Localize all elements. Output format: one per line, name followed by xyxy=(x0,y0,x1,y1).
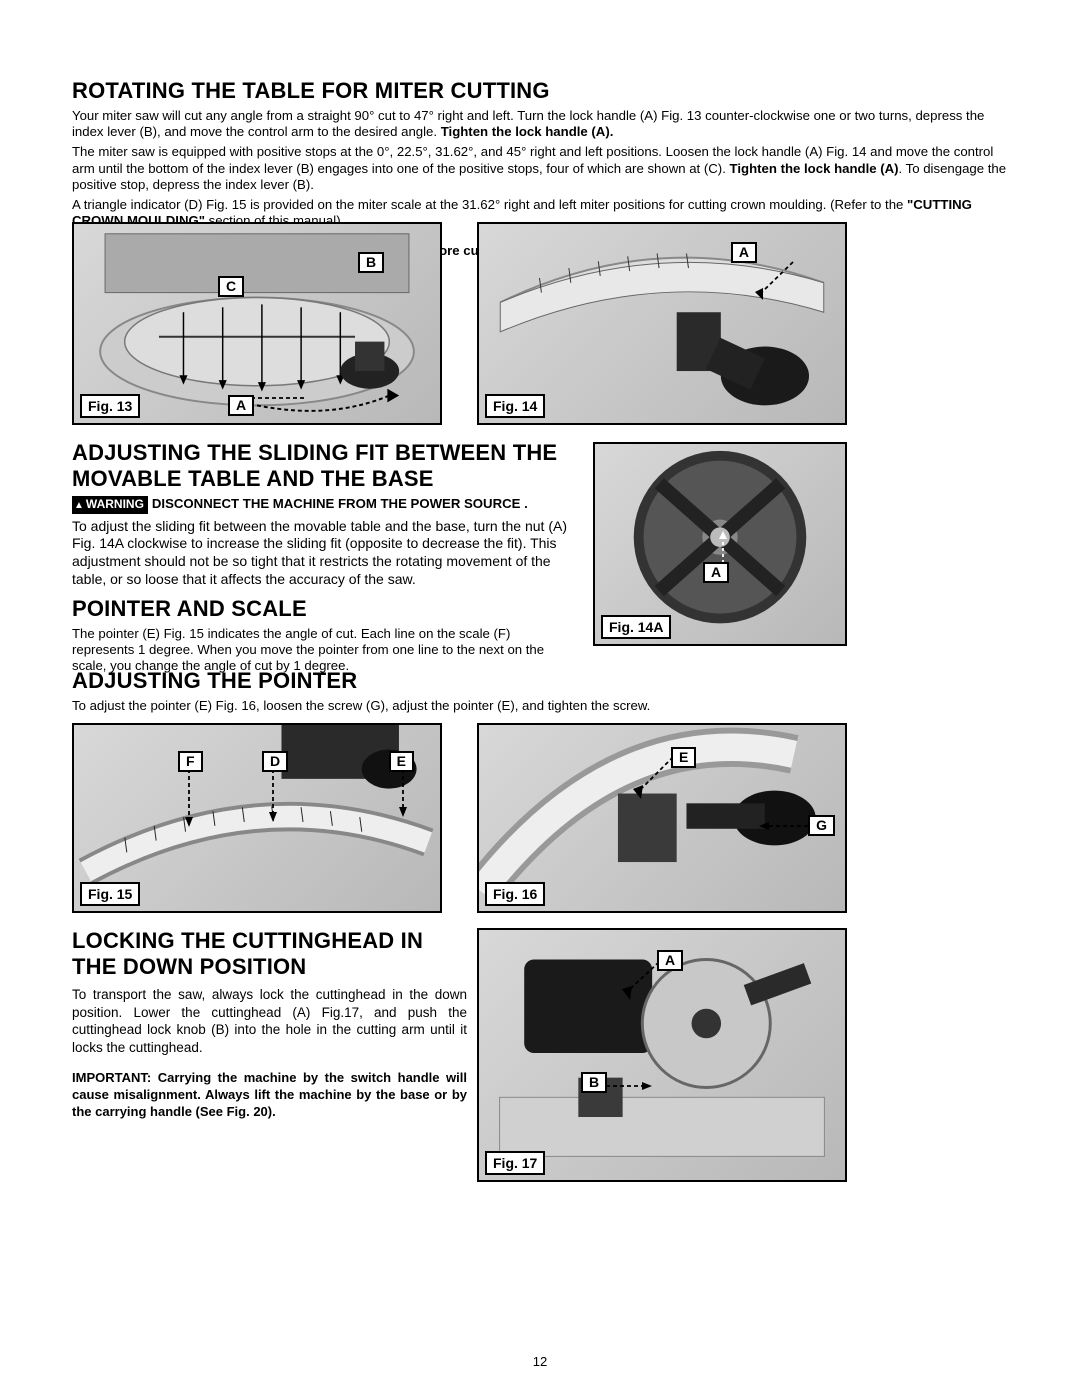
callout-c: C xyxy=(218,276,244,297)
warning-text: DISCONNECT THE MACHINE FROM THE POWER SO… xyxy=(152,496,528,511)
text-bold: Tighten the lock handle (A) xyxy=(730,161,899,176)
warning-icon: WARNING xyxy=(72,496,148,514)
para: The miter saw is equipped with positive … xyxy=(72,144,1008,193)
para: To adjust the sliding fit between the mo… xyxy=(72,518,572,590)
figure-label: Fig. 16 xyxy=(485,882,545,906)
figure-13: Fig. 13 A B C xyxy=(72,222,442,425)
page-number: 12 xyxy=(0,1354,1080,1369)
callout-b: B xyxy=(358,252,384,273)
callout-e: E xyxy=(389,751,414,772)
section-locking-cuttinghead: LOCKING THE CUTTINGHEAD IN THE DOWN POSI… xyxy=(72,928,467,1134)
manual-page: ROTATING THE TABLE FOR MITER CUTTING You… xyxy=(0,0,1080,1397)
figure-15: Fig. 15 F D E xyxy=(72,723,442,913)
figure-label: Fig. 13 xyxy=(80,394,140,418)
callout-a: A xyxy=(657,950,683,971)
para: To adjust the pointer (E) Fig. 16, loose… xyxy=(72,698,842,714)
heading-adjusting-pointer: ADJUSTING THE POINTER xyxy=(72,668,842,694)
heading-line2: THE DOWN POSITION xyxy=(72,954,467,980)
section-pointer-scale: POINTER AND SCALE The pointer (E) Fig. 1… xyxy=(72,596,572,679)
figure-17: Fig. 17 A B xyxy=(477,928,847,1182)
figure-label: Fig. 14A xyxy=(601,615,671,639)
callout-a: A xyxy=(703,562,729,583)
heading-pointer-scale: POINTER AND SCALE xyxy=(72,596,572,622)
callout-a: A xyxy=(731,242,757,263)
callout-a: A xyxy=(228,395,254,416)
text: A triangle indicator (D) Fig. 15 is prov… xyxy=(72,197,907,212)
callout-e: E xyxy=(671,747,696,768)
callout-b: B xyxy=(581,1072,607,1093)
figure-label: Fig. 17 xyxy=(485,1151,545,1175)
section-adjusting-pointer: ADJUSTING THE POINTER To adjust the poin… xyxy=(72,668,842,718)
heading-line2: MOVABLE TABLE AND THE BASE xyxy=(72,466,572,492)
callout-f: F xyxy=(178,751,203,772)
heading-line1: LOCKING THE CUTTINGHEAD IN xyxy=(72,928,467,954)
figure-16: Fig. 16 E G xyxy=(477,723,847,913)
important-note: IMPORTANT: Carrying the machine by the s… xyxy=(72,1070,467,1121)
figure-14a: Fig. 14A A xyxy=(593,442,847,646)
section-adjusting-sliding-fit: ADJUSTING THE SLIDING FIT BETWEEN THE MO… xyxy=(72,440,572,593)
figure-label: Fig. 15 xyxy=(80,882,140,906)
text-bold: Tighten the lock handle (A). xyxy=(441,124,614,139)
callout-d: D xyxy=(262,751,288,772)
callout-g: G xyxy=(808,815,835,836)
heading-line1: ADJUSTING THE SLIDING FIT BETWEEN THE xyxy=(72,440,572,466)
heading-rotating-table: ROTATING THE TABLE FOR MITER CUTTING xyxy=(72,78,1008,104)
figure-14: Fig. 14 A xyxy=(477,222,847,425)
para: Your miter saw will cut any angle from a… xyxy=(72,108,1008,140)
warning-line: WARNING DISCONNECT THE MACHINE FROM THE P… xyxy=(72,496,572,514)
figure-label: Fig. 14 xyxy=(485,394,545,418)
para: To transport the saw, always lock the cu… xyxy=(72,986,467,1056)
